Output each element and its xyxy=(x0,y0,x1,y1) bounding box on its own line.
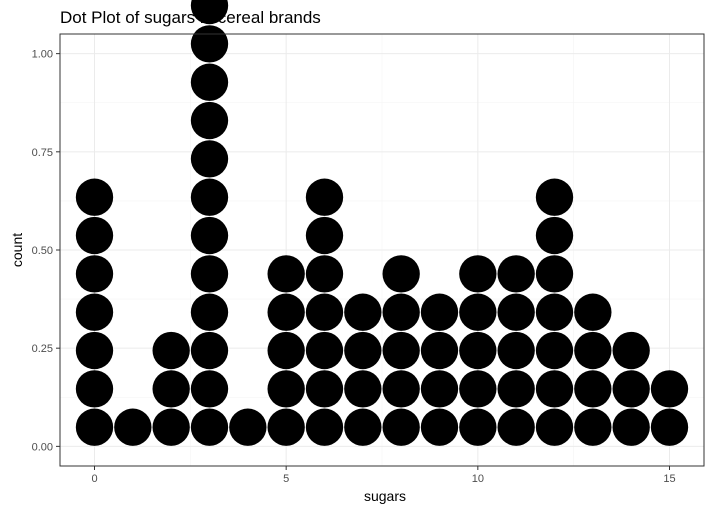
dot-point xyxy=(459,370,497,408)
dot-point xyxy=(305,293,344,331)
dot-point xyxy=(190,331,229,370)
dot-point xyxy=(382,331,420,370)
dot-point xyxy=(152,370,190,408)
dot-point xyxy=(190,25,229,63)
x-tick-label: 15 xyxy=(663,473,675,485)
dot-point xyxy=(344,293,382,331)
dot-point xyxy=(305,216,344,255)
dot-point xyxy=(190,140,229,178)
dot-point xyxy=(152,331,190,370)
dot-point xyxy=(574,408,612,446)
y-tick-labels: 0.00 0.25 0.50 0.75 1.00 xyxy=(32,49,53,454)
dot-point xyxy=(497,293,535,331)
dot-point xyxy=(459,408,497,446)
dot-point xyxy=(612,408,650,446)
dot-point xyxy=(497,370,535,408)
dot-point xyxy=(267,370,305,408)
dot-point xyxy=(535,178,574,216)
dot-point xyxy=(535,293,574,331)
dot-point xyxy=(190,101,229,140)
dot-series xyxy=(75,0,689,446)
dot-point xyxy=(305,408,344,446)
dot-point xyxy=(75,216,114,255)
dot-point xyxy=(152,408,190,446)
dot-point xyxy=(344,331,382,370)
dot-point xyxy=(190,255,229,293)
dot-point xyxy=(382,255,420,293)
y-tick-label: 0.75 xyxy=(32,147,53,159)
dot-point xyxy=(497,331,535,370)
axis-ticks xyxy=(56,53,670,470)
chart-title: Dot Plot of sugars in cereal brands xyxy=(60,8,321,27)
dot-point xyxy=(190,293,229,331)
dot-point xyxy=(305,178,344,216)
dot-point xyxy=(612,331,650,370)
dot-point xyxy=(305,331,344,370)
dot-point xyxy=(190,370,229,408)
dot-point xyxy=(459,331,497,370)
dot-point xyxy=(459,293,497,331)
dot-point xyxy=(420,370,459,408)
dot-point xyxy=(267,293,305,331)
dot-point xyxy=(612,370,650,408)
dot-point xyxy=(650,370,689,408)
dot-point xyxy=(190,216,229,255)
dot-point xyxy=(75,293,114,331)
dot-point xyxy=(535,331,574,370)
dot-point xyxy=(420,408,459,446)
dot-point xyxy=(535,370,574,408)
dot-point xyxy=(535,255,574,293)
y-axis-title: count xyxy=(9,233,25,267)
grid-lines xyxy=(60,34,704,466)
dot-point xyxy=(267,408,305,446)
dot-point xyxy=(190,178,229,216)
dot-point xyxy=(382,370,420,408)
dot-point xyxy=(344,370,382,408)
dot-point xyxy=(190,0,229,25)
dot-point xyxy=(382,293,420,331)
x-tick-label: 10 xyxy=(472,473,484,485)
x-axis-title: sugars xyxy=(364,488,406,504)
y-tick-label: 0.00 xyxy=(32,441,53,453)
dot-point xyxy=(305,255,344,293)
dot-point xyxy=(114,408,152,446)
dot-point xyxy=(75,408,114,446)
dot-point xyxy=(497,408,535,446)
y-tick-label: 1.00 xyxy=(32,49,53,61)
dot-point xyxy=(305,370,344,408)
dot-point xyxy=(75,331,114,370)
dot-point xyxy=(420,331,459,370)
y-tick-label: 0.50 xyxy=(32,245,53,257)
dot-point xyxy=(229,408,267,446)
x-tick-label: 0 xyxy=(91,473,97,485)
dot-point xyxy=(267,331,305,370)
dot-point xyxy=(190,63,229,101)
dot-point xyxy=(535,216,574,255)
dot-point xyxy=(75,370,114,408)
y-tick-label: 0.25 xyxy=(32,343,53,355)
dot-point xyxy=(497,255,535,293)
dot-point xyxy=(459,255,497,293)
x-tick-labels: 0 5 10 15 xyxy=(91,473,675,485)
dot-point xyxy=(574,293,612,331)
dot-point xyxy=(75,255,114,293)
dot-point xyxy=(190,408,229,446)
dot-point xyxy=(344,408,382,446)
dot-point xyxy=(650,408,689,446)
dot-point xyxy=(420,293,459,331)
dot-point xyxy=(535,408,574,446)
x-tick-label: 5 xyxy=(283,473,289,485)
dot-point xyxy=(382,408,420,446)
dot-point xyxy=(267,255,305,293)
dot-point xyxy=(574,370,612,408)
dot-point xyxy=(75,178,114,216)
dot-point xyxy=(574,331,612,370)
